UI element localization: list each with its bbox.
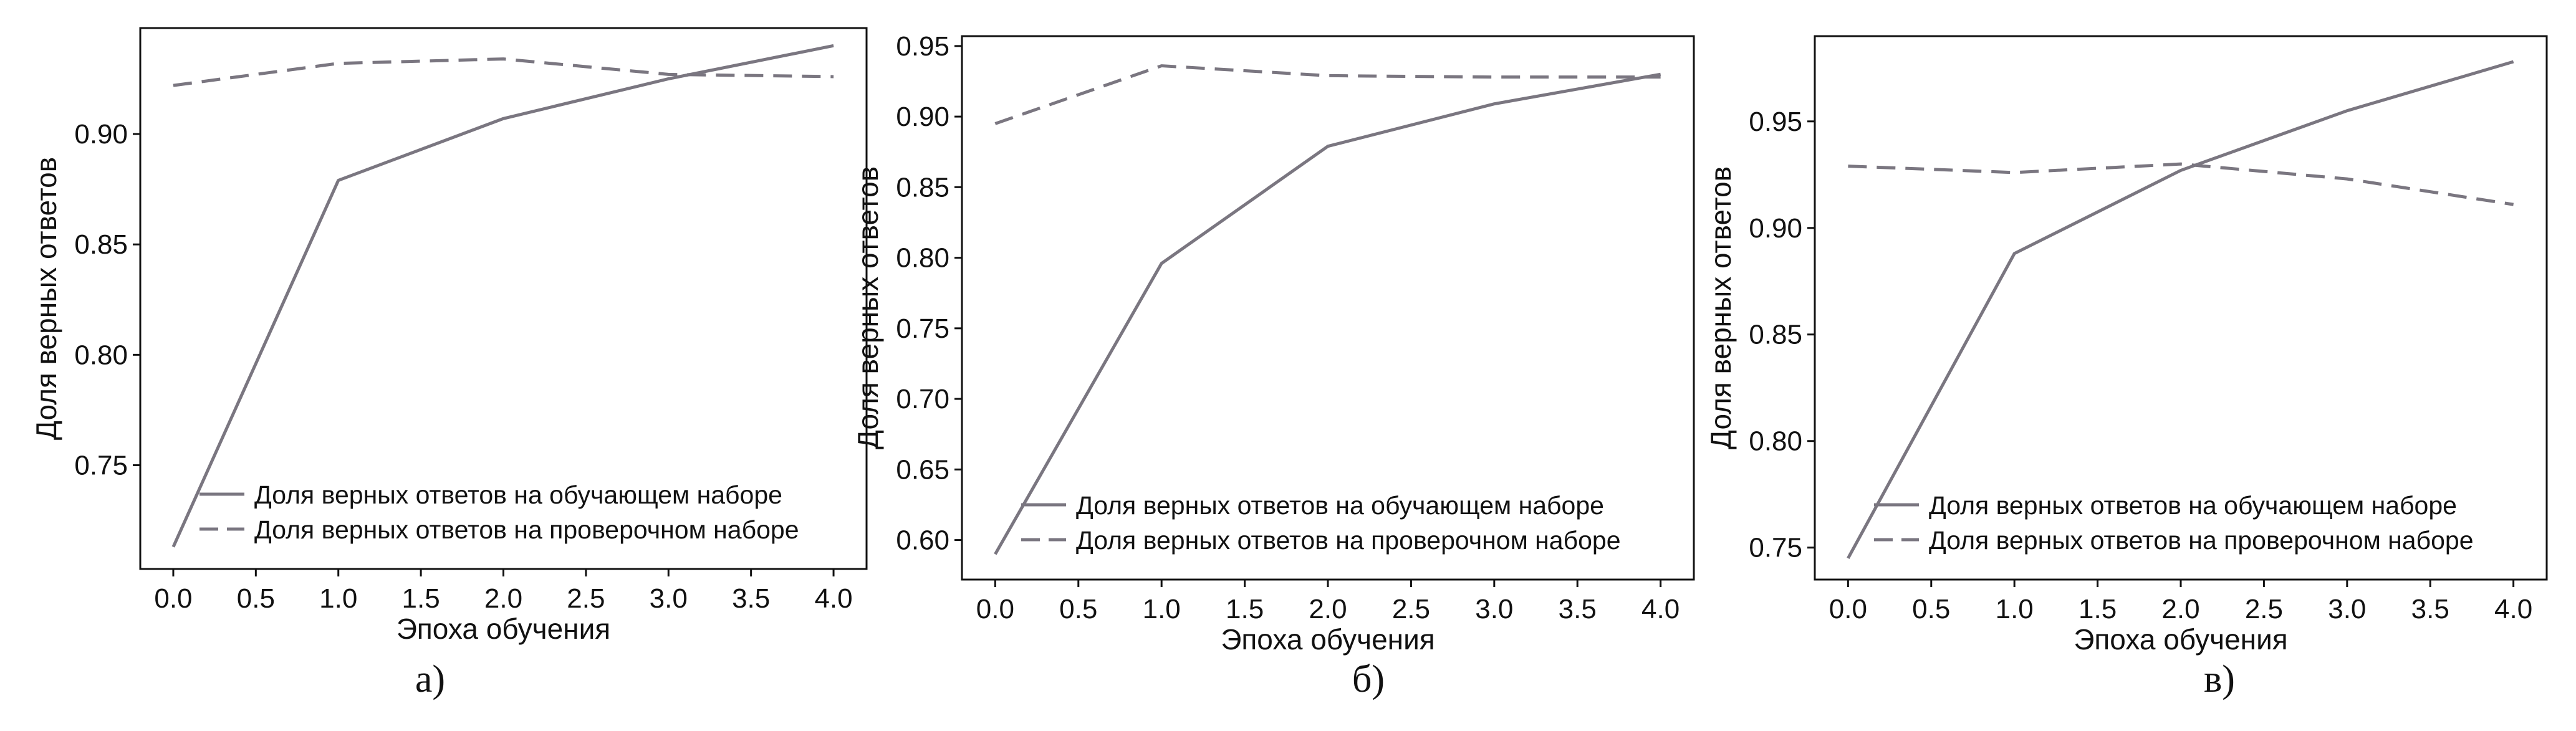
y-axis-label: Доля верных ответов: [1704, 166, 1737, 449]
x-axis-label: Эпоха обучения: [2074, 623, 2287, 656]
x-tick-label: 2.0: [2161, 594, 2199, 624]
x-tick-label: 0.0: [1829, 594, 1867, 624]
legend: Доля верных ответов на обучающем наборе Д…: [199, 480, 799, 544]
legend: Доля верных ответов на обучающем наборе Д…: [1021, 491, 1621, 555]
training-accuracy-line: [1847, 60, 2514, 560]
x-axis-label: Эпоха обучения: [396, 613, 610, 645]
x-tick-label: 2.5: [1392, 594, 1430, 624]
y-tick-label: 0.85: [1749, 320, 1802, 350]
y-tick-label: 0.75: [74, 450, 128, 480]
y-tick-label: 0.80: [1749, 426, 1802, 457]
x-tick-label: 3.0: [2328, 594, 2366, 624]
y-tick-label: 0.90: [896, 102, 949, 132]
y-tick-label: 0.95: [1749, 107, 1802, 137]
y-tick-label: 0.60: [896, 525, 949, 556]
x-tick-label: 1.5: [402, 583, 440, 614]
legend-label-training: Доля верных ответов на обучающем наборе: [1076, 491, 1604, 520]
validation-accuracy-line: [173, 57, 834, 87]
x-tick-label: 2.0: [484, 583, 522, 614]
x-tick-label: 3.5: [2411, 594, 2449, 624]
chart-panel-2: 0.0 0.5 1.0 1.5 2.0 2.5 3.0 3.5 4.0 0.60 0.65 0.70 0…: [852, 31, 1695, 700]
panel-letter: в): [2204, 658, 2235, 700]
x-tick-label: 3.5: [1559, 594, 1597, 624]
x-tick-label: 2.5: [567, 583, 605, 614]
x-tick-label: 1.5: [2079, 594, 2117, 624]
x-axis-label: Эпоха обучения: [1221, 623, 1435, 656]
training-accuracy-line: [994, 72, 1661, 555]
x-tick-label: 0.0: [976, 594, 1014, 624]
chart-panel-1: 0.0 0.5 1.0 1.5 2.0 2.5 3.0 3.5 4.0 0.75 0.80 0.85 0…: [30, 27, 868, 700]
chart-panel-3: 0.0 0.5 1.0 1.5 2.0 2.5 3.0 3.5 4.0 0.75 0.80 0.85 0…: [1704, 35, 2548, 700]
x-tick-label: 4.0: [814, 583, 852, 614]
y-axis-label: Доля верных ответов: [852, 166, 884, 449]
x-tick-label: 0.5: [1912, 594, 1950, 624]
y-tick-label: 0.80: [896, 243, 949, 274]
x-tick-label: 3.0: [1475, 594, 1513, 624]
validation-accuracy-line: [994, 64, 1661, 125]
panel-letter: а): [415, 658, 445, 700]
panel-letter: б): [1352, 658, 1385, 700]
legend: Доля верных ответов на обучающем наборе Д…: [1874, 491, 2474, 555]
y-tick-label: 0.80: [74, 340, 128, 370]
validation-accuracy-line: [1848, 162, 2514, 206]
y-tick-label: 0.85: [896, 172, 949, 203]
x-tick-label: 1.5: [1226, 594, 1264, 624]
y-tick-label: 0.90: [74, 119, 128, 150]
x-tick-label: 3.5: [732, 583, 770, 614]
training-accuracy-line: [171, 44, 834, 548]
x-tick-label: 2.5: [2245, 594, 2283, 624]
x-tick-label: 2.0: [1309, 594, 1347, 624]
x-tick-label: 1.0: [319, 583, 357, 614]
y-tick-label: 0.75: [896, 313, 949, 344]
x-tick-label: 0.0: [154, 583, 192, 614]
legend-label-training: Доля верных ответов на обучающем наборе: [1929, 491, 2457, 520]
x-tick-label: 4.0: [1641, 594, 1680, 624]
y-tick-label: 0.90: [1749, 213, 1802, 244]
x-tick-label: 1.0: [1996, 594, 2034, 624]
x-tick-label: 1.0: [1143, 594, 1181, 624]
y-axis-label: Доля верных ответов: [30, 157, 62, 440]
x-tick-label: 0.5: [1059, 594, 1097, 624]
legend-label-validation: Доля верных ответов на проверочном набор…: [1076, 526, 1621, 555]
x-tick-label: 0.5: [237, 583, 275, 614]
y-tick-label: 0.70: [896, 384, 949, 414]
y-tick-label: 0.75: [1749, 533, 1802, 563]
legend-label-training: Доля верных ответов на обучающем наборе: [254, 480, 782, 509]
legend-label-validation: Доля верных ответов на проверочном набор…: [254, 515, 799, 544]
x-tick-label: 3.0: [650, 583, 688, 614]
y-tick-label: 0.95: [896, 31, 949, 62]
y-tick-label: 0.85: [74, 229, 128, 260]
x-tick-label: 4.0: [2494, 594, 2532, 624]
legend-label-validation: Доля верных ответов на проверочном набор…: [1929, 526, 2474, 555]
y-tick-label: 0.65: [896, 454, 949, 485]
